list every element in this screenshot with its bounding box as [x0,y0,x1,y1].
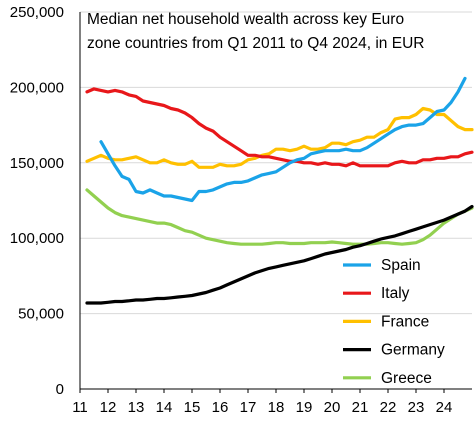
series-line-greece [85,188,474,246]
series-line-germany [85,204,474,305]
y-tick-label: 150,000 [10,155,64,172]
x-tick-label: 19 [296,399,313,416]
x-tick-label: 22 [380,399,397,416]
x-tick-label: 14 [156,399,173,416]
series-line-france [85,106,474,169]
x-tick-label: 18 [268,399,285,416]
x-tick-label: 24 [436,399,453,416]
series-lines [85,76,474,305]
y-tick-label: 250,000 [10,4,64,21]
y-tick-label: 200,000 [10,79,64,96]
series-line-italy [85,87,474,168]
x-tick-label: 16 [212,399,229,416]
y-tick-label: 50,000 [18,306,64,323]
chart-title: Median net household wealth across key E… [87,11,424,52]
x-tick-label: 17 [240,399,257,416]
gridlines [80,11,472,315]
y-tick-labels: 0 50,000 100,000 150,000 200,000 250,000 [10,4,64,398]
x-tick-label: 21 [352,399,369,416]
series-line-spain [99,76,467,203]
axes [79,12,472,390]
x-tick-label: 15 [184,399,201,416]
x-tick-label: 12 [100,399,117,416]
legend-label-greece: Greece [381,370,432,387]
x-tick-label: 11 [72,399,88,416]
legend-label-france: France [381,313,429,330]
legend-label-germany: Germany [381,342,445,359]
chart-title-line-2: zone countries from Q1 2011 to Q4 2024, … [87,35,424,52]
x-tick-label: 13 [128,399,145,416]
legend: Spain Italy France Germany Greece [343,257,445,387]
x-tick-labels: 11 12 13 14 15 16 17 18 19 20 21 22 23 24 [72,389,452,416]
y-tick-label: 0 [56,381,64,398]
x-tick-label: 23 [408,399,425,416]
y-tick-label: 100,000 [10,230,64,247]
legend-label-spain: Spain [381,257,421,274]
legend-label-italy: Italy [381,285,410,302]
x-tick-label: 20 [324,399,341,416]
chart-title-line-1: Median net household wealth across key E… [87,11,404,28]
